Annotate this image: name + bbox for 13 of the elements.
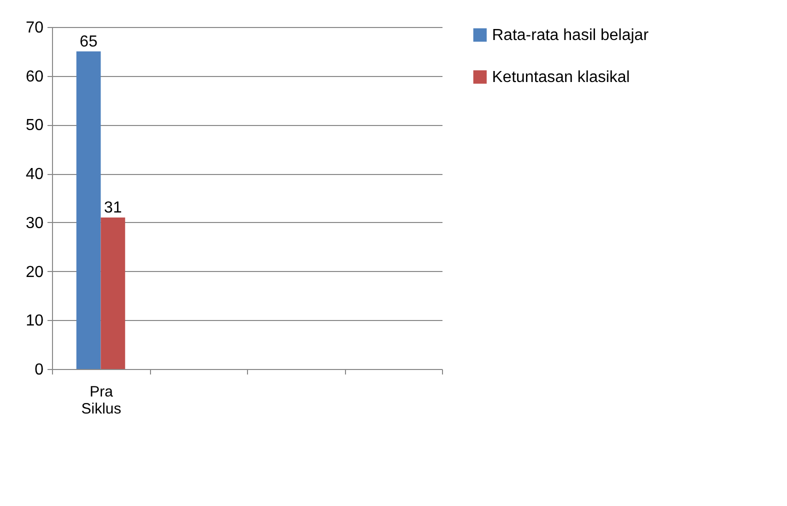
data-label: 31 — [104, 200, 122, 217]
legend-label: Rata-rata hasil belajar — [492, 27, 650, 44]
y-tick-label: 50 — [26, 117, 44, 134]
y-tick-label: 10 — [26, 312, 44, 330]
y-tick-label: 30 — [26, 214, 44, 232]
data-label: 65 — [80, 33, 98, 50]
y-tick-label: 0 — [34, 362, 44, 378]
y-tick-label: 20 — [26, 264, 44, 281]
x-tick-label: Pra Siklus — [81, 384, 122, 418]
y-tick-label: 40 — [26, 166, 44, 184]
legend-label: Ketuntasan klasikal — [492, 69, 630, 86]
y-tick-label: 70 — [26, 20, 44, 36]
y-tick-label: 60 — [26, 68, 44, 86]
